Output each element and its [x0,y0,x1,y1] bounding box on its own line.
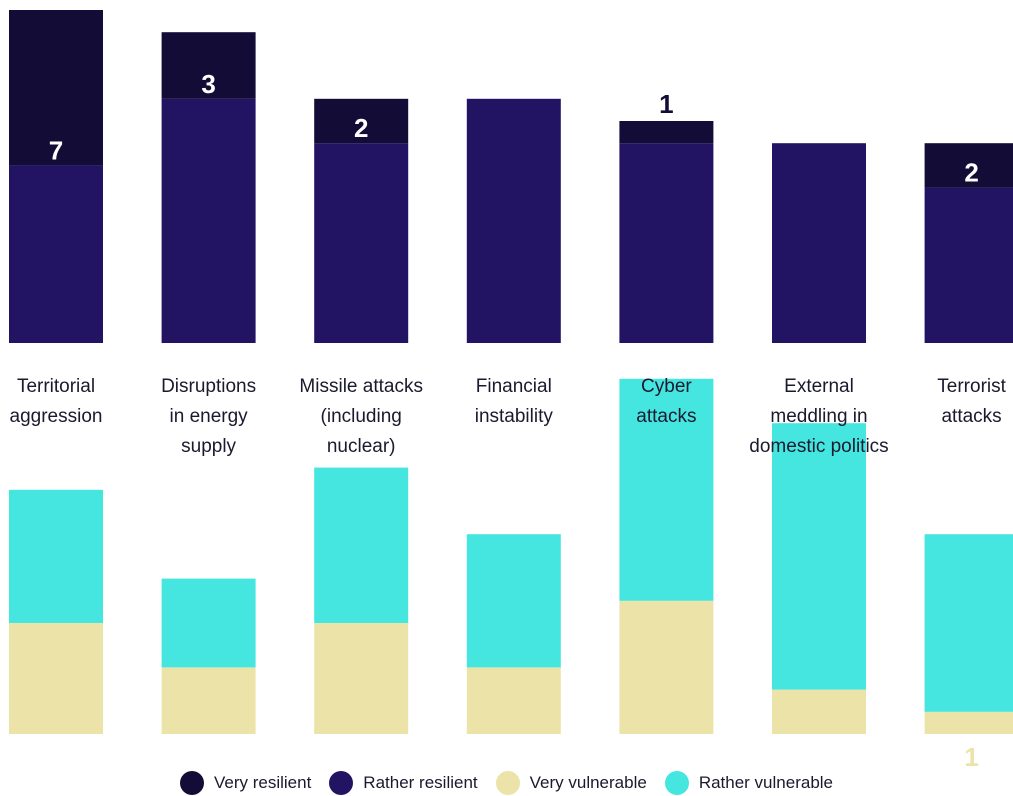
bar-very-vulnerable-territorial-aggression [9,623,103,734]
bar-very-vulnerable-cyber-attacks [619,600,714,734]
data-label-very-resilient-disruptions-in-energy-supply: 3 [201,69,215,99]
legend-label-rather-resilient: Rather resilient [363,773,478,792]
category-label-disruptions-in-energy-supply-line-1: Disruptions [161,376,256,397]
bar-rather-vulnerable-disruptions-in-energy-supply [161,578,256,668]
bar-rather-vulnerable-external-meddling-in-domestic-politics [772,423,866,690]
data-label-very-resilient-cyber-attacks: 1 [659,89,673,119]
bar-rather-resilient-external-meddling-in-domestic-politics [772,143,866,343]
legend-label-very-resilient: Very resilient [213,773,312,792]
category-label-cyber-attacks-line-2: attacks [636,406,696,427]
category-label-external-meddling-in-domestic-politics-line-3: domestic politics [749,436,888,457]
category-label-external-meddling-in-domestic-politics-line-1: External [784,376,854,397]
legend-item-very-vulnerable: Very vulnerable [495,771,647,795]
category-label-missile-attacks-including-nuclear-line-2: (including [321,406,402,427]
legend: Very resilient Rather resilient Very vul… [0,770,1013,796]
category-label-financial-instability-line-1: Financial [476,376,552,397]
legend-swatch-very-vulnerable [495,771,520,795]
bar-rather-vulnerable-financial-instability [466,534,561,668]
category-label-financial-instability-line-2: instability [475,406,554,427]
bar-rather-resilient-financial-instability [466,98,561,343]
bar-rather-resilient-territorial-aggression [9,165,103,343]
legend-item-rather-vulnerable: Rather vulnerable [664,771,834,795]
bar-very-vulnerable-disruptions-in-energy-supply [161,667,256,734]
bar-very-vulnerable-financial-instability [466,667,561,734]
bar-very-vulnerable-terrorist-attacks [924,711,1013,734]
bar-very-vulnerable-external-meddling-in-domestic-politics [772,689,866,734]
bar-very-resilient-missile-attacks-including-nuclear [314,98,409,144]
legend-label-very-vulnerable: Very vulnerable [529,773,647,792]
data-label-very-resilient-terrorist-attacks: 2 [964,158,978,188]
legend-item-very-resilient: Very resilient [179,771,312,795]
data-label-very-resilient-territorial-aggression: 7 [49,135,63,165]
legend-swatch-rather-vulnerable [664,771,689,795]
category-label-disruptions-in-energy-supply-line-3: supply [181,436,236,457]
bar-very-resilient-territorial-aggression [9,10,103,166]
legend-swatch-rather-resilient [329,771,354,795]
category-label-disruptions-in-energy-supply-line-2: in energy [170,406,249,427]
category-label-external-meddling-in-domestic-politics-line-2: meddling in [770,406,867,427]
category-label-missile-attacks-including-nuclear-line-3: nuclear) [327,436,396,457]
bar-very-resilient-terrorist-attacks [924,143,1013,188]
bar-rather-vulnerable-missile-attacks-including-nuclear [314,467,409,623]
category-label-cyber-attacks-line-1: Cyber [641,376,692,397]
bar-very-vulnerable-missile-attacks-including-nuclear [314,623,409,734]
bar-rather-vulnerable-territorial-aggression [9,489,103,623]
chart-svg: 7 Territorial aggression 3 Disruptions in ene… [9,10,1013,770]
bar-rather-vulnerable-cyber-attacks [619,378,714,601]
category-label-terrorist-attacks-line-2: attacks [941,406,1001,427]
legend-label-rather-vulnerable: Rather vulnerable [698,773,834,792]
bar-rather-vulnerable-terrorist-attacks [924,534,1013,712]
bar-rather-resilient-missile-attacks-including-nuclear [314,143,409,343]
category-label-terrorist-attacks-line-1: Terrorist [937,376,1006,397]
bar-very-resilient-disruptions-in-energy-supply [161,32,256,99]
legend-item-rather-resilient: Rather resilient [329,771,478,795]
category-label-territorial-aggression-line-2: aggression [10,406,103,427]
category-label-missile-attacks-including-nuclear-line-1: Missile attacks [299,376,423,397]
bar-rather-resilient-terrorist-attacks [924,187,1013,343]
bar-rather-resilient-disruptions-in-energy-supply [161,98,256,343]
bar-very-resilient-cyber-attacks [619,121,714,144]
category-label-territorial-aggression-line-1: Territorial [17,376,95,397]
data-label-very-resilient-missile-attacks-including-nuclear: 2 [354,113,368,143]
legend-swatch-very-resilient [179,771,204,795]
bar-rather-resilient-cyber-attacks [619,143,714,343]
data-label-very-vulnerable-terrorist-attacks: 1 [964,742,978,770]
